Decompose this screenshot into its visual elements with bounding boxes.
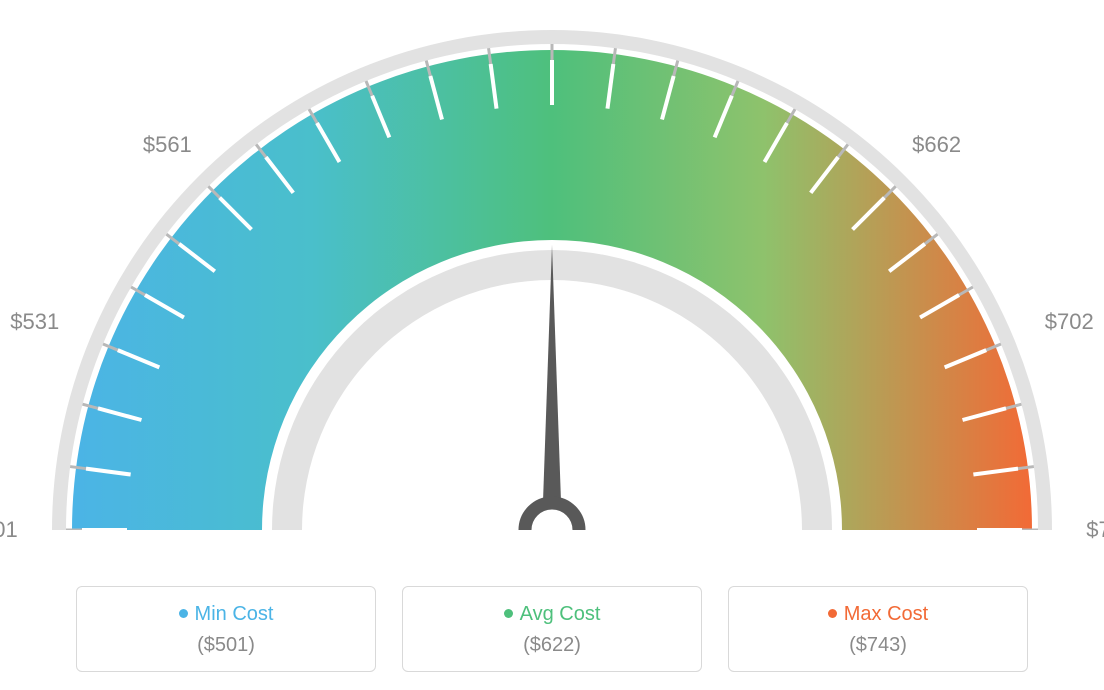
legend-dot-max xyxy=(828,609,837,618)
legend-value-min: ($501) xyxy=(87,634,365,657)
gauge-tick-label: $531 xyxy=(10,309,59,335)
legend-card-max: Max Cost ($743) xyxy=(728,586,1028,672)
legend-title-min: Min Cost xyxy=(87,603,365,626)
gauge-tick-label: $501 xyxy=(0,517,18,543)
legend-value-avg: ($622) xyxy=(413,634,691,657)
cost-gauge-container: $501$531$561$622$662$702$743 Min Cost ($… xyxy=(0,0,1104,690)
legend-row: Min Cost ($501) Avg Cost ($622) Max Cost… xyxy=(0,586,1104,672)
gauge-tick-label: $662 xyxy=(912,132,961,158)
legend-card-min: Min Cost ($501) xyxy=(76,586,376,672)
legend-label-min: Min Cost xyxy=(195,603,274,625)
gauge-chart: $501$531$561$622$662$702$743 xyxy=(0,0,1104,560)
legend-dot-avg xyxy=(504,609,513,618)
legend-title-max: Max Cost xyxy=(739,603,1017,626)
legend-label-max: Max Cost xyxy=(844,603,928,625)
gauge-tick-label: $743 xyxy=(1086,517,1104,543)
gauge-tick-label: $561 xyxy=(143,132,192,158)
gauge-tick-label: $702 xyxy=(1045,309,1094,335)
legend-value-max: ($743) xyxy=(739,634,1017,657)
legend-card-avg: Avg Cost ($622) xyxy=(402,586,702,672)
legend-dot-min xyxy=(179,609,188,618)
legend-title-avg: Avg Cost xyxy=(413,603,691,626)
legend-label-avg: Avg Cost xyxy=(520,603,601,625)
gauge-svg xyxy=(0,0,1104,560)
